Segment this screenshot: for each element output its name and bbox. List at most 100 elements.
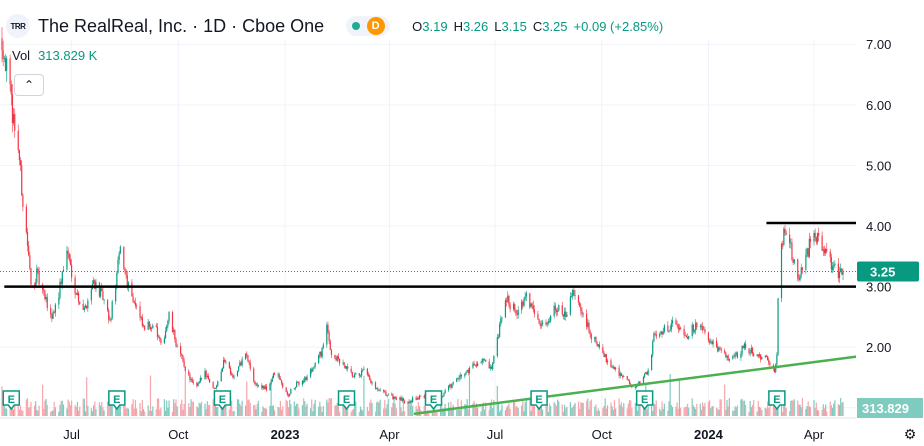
volume-bar — [69, 405, 72, 416]
volume-bar — [184, 373, 186, 416]
volume-bar — [4, 408, 7, 416]
volume-bar — [318, 406, 320, 416]
volume-bar — [508, 403, 510, 416]
candle-body — [36, 268, 38, 283]
x-tick-label: Jul — [63, 427, 80, 442]
candle-body — [423, 395, 425, 398]
volume-bar — [751, 404, 754, 416]
volume-bar — [118, 399, 120, 416]
candle-body — [318, 355, 320, 364]
volume-bar — [602, 408, 604, 416]
candle-body — [76, 293, 78, 295]
volume-bar — [282, 406, 284, 416]
volume-bar — [717, 408, 719, 416]
candle-body — [320, 351, 322, 357]
volume-bar — [724, 384, 726, 416]
volume-bar — [439, 400, 442, 416]
earnings-marker-letter: E — [343, 394, 350, 406]
candle-body — [289, 393, 291, 396]
market-status-pill[interactable]: D — [346, 16, 391, 36]
volume-bar — [100, 405, 102, 416]
candle-body — [761, 357, 763, 360]
candle-body — [69, 259, 72, 265]
volume-bar — [579, 408, 581, 416]
candle-body — [539, 323, 541, 326]
candle-body — [683, 328, 685, 336]
volume-bar — [350, 411, 352, 416]
candle-body — [574, 295, 576, 296]
volume-bar — [191, 401, 193, 416]
volume-bar — [204, 403, 206, 416]
candle-body — [282, 383, 284, 388]
collapse-legend-button[interactable]: ⌃ — [14, 74, 44, 96]
candle-body — [209, 379, 211, 383]
candle-body — [312, 367, 314, 372]
earnings-marker-shape — [337, 390, 356, 411]
volume-bar — [436, 411, 438, 416]
volume-bar — [515, 407, 517, 416]
candle-body — [188, 371, 190, 375]
candle-body — [384, 391, 386, 393]
candle-body — [29, 255, 31, 269]
volume-bar — [322, 406, 324, 416]
candle-body — [13, 114, 15, 124]
symbol-title[interactable]: The RealReal, Inc. · 1D · Cboe One — [38, 15, 325, 36]
volume-bar — [246, 381, 248, 416]
volume-bar — [309, 408, 312, 416]
volume-bar — [806, 405, 808, 416]
volume-bar — [821, 409, 823, 416]
volume-label: Vol — [12, 48, 31, 63]
volume-bar — [163, 399, 165, 416]
candle-body — [715, 340, 718, 347]
volume-bar — [582, 402, 584, 416]
volume-bar — [369, 402, 371, 416]
candle-body — [791, 242, 793, 260]
volume-bar — [176, 406, 178, 416]
candle-body — [735, 352, 737, 354]
volume-bar — [620, 402, 623, 416]
volume-bar — [286, 401, 288, 416]
volume-bar — [304, 401, 306, 416]
candle-body — [18, 149, 20, 161]
candle-body — [253, 368, 255, 381]
earnings-marker: E — [108, 390, 126, 411]
volume-bar — [134, 399, 136, 416]
candle-body — [285, 387, 287, 392]
candle-body — [415, 397, 417, 400]
candle-body — [298, 382, 300, 385]
volume-bar — [546, 404, 548, 416]
candle-body — [163, 338, 165, 344]
candle-body — [777, 298, 779, 355]
volume-bar — [402, 399, 404, 416]
chart-settings-button[interactable]: ⚙ — [900, 424, 920, 444]
candle-body — [362, 369, 364, 371]
x-tick-label: Oct — [592, 427, 613, 442]
volume-bar — [66, 408, 68, 416]
volume-bar — [152, 406, 154, 416]
volume-bar — [554, 403, 556, 416]
volume-bar — [678, 378, 681, 416]
candle-body — [409, 401, 411, 403]
volume-bar — [555, 405, 558, 416]
volume-bar — [334, 405, 336, 416]
volume-bar — [452, 404, 454, 416]
candle-body — [33, 284, 36, 286]
volume-bar — [667, 410, 669, 416]
volume-bar — [459, 406, 461, 416]
volume-bar — [189, 407, 191, 416]
volume-bar — [443, 408, 445, 416]
volume-bar — [573, 405, 575, 416]
volume-bar — [504, 410, 507, 416]
candle-body — [369, 376, 371, 380]
volume-bar — [793, 399, 795, 416]
candle-body — [216, 385, 218, 388]
volume-bar — [377, 401, 379, 416]
volume-bar — [841, 402, 843, 416]
volume-bar — [17, 401, 19, 416]
candle-body — [287, 394, 290, 396]
volume-bar — [233, 410, 235, 416]
volume-bar — [101, 401, 103, 416]
candle-body — [322, 344, 324, 348]
volume-bar — [279, 401, 281, 416]
